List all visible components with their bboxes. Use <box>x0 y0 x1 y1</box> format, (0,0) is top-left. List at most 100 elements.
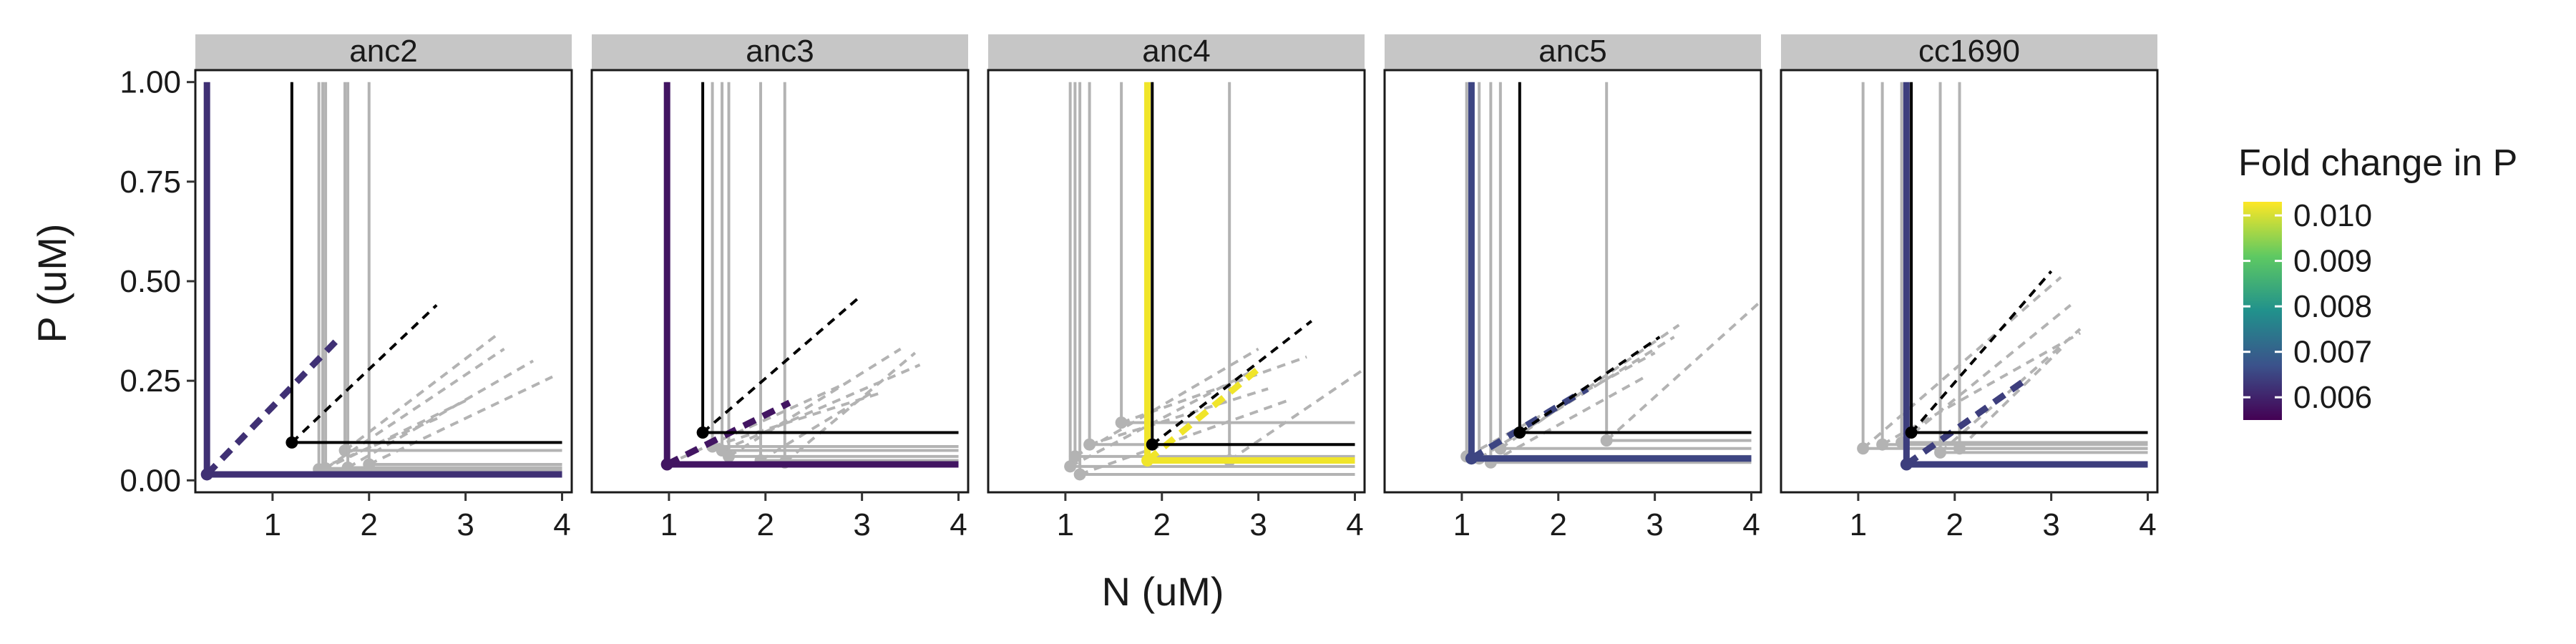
legend: Fold change in P 0.010 0.009 0.008 0.007 0.0… <box>2238 142 2517 420</box>
x-tick-label: 4 <box>1742 507 1760 542</box>
facet-strip <box>195 34 572 70</box>
x-axis: 1 2 3 4 <box>264 492 571 542</box>
gray-series-ray <box>1079 399 1288 476</box>
x-tick-label: 1 <box>660 507 678 542</box>
gray-series-point <box>1953 442 1966 455</box>
black-series-ray <box>701 298 859 434</box>
colored-series-ray <box>1470 386 1589 462</box>
x-tick-label: 3 <box>1249 507 1267 542</box>
panel-cc1690: cc1690 1 2 3 4 <box>1780 34 2159 542</box>
x-tick-label: 3 <box>1646 507 1663 542</box>
y-tick-label: 0.50 <box>119 264 181 299</box>
panel-lines <box>1064 82 1366 481</box>
x-tick-label: 4 <box>553 507 570 542</box>
gray-series-ray <box>368 375 553 466</box>
gray-series-point <box>1600 434 1613 447</box>
y-tick-label: 0.25 <box>119 364 181 399</box>
x-tick-label: 4 <box>950 507 967 542</box>
facet-strip <box>988 34 1365 70</box>
gray-series-point <box>341 461 354 474</box>
x-tick-label: 1 <box>1850 507 1867 542</box>
gray-series-ray <box>1862 275 2062 450</box>
gray-series-point <box>723 450 736 463</box>
panel-background <box>988 70 1365 492</box>
gray-series-ray <box>728 347 902 458</box>
black-series-ray <box>1518 336 1661 434</box>
x-axis-title: N (uM) <box>1101 569 1224 614</box>
y-tick-label: 0.75 <box>119 165 181 200</box>
panel-border <box>1780 69 2159 494</box>
black-series-ray <box>1910 270 2053 434</box>
gray-series-ray <box>1478 336 1675 460</box>
legend-colorbar <box>2243 202 2282 420</box>
gray-series-point <box>1064 460 1077 473</box>
black-series-point <box>1146 438 1158 451</box>
legend-tick-label: 0.010 <box>2293 198 2372 233</box>
facet-label: anc3 <box>746 34 814 69</box>
colored-series-point <box>660 458 673 471</box>
legend-tick-label: 0.006 <box>2293 380 2372 415</box>
x-tick-label: 4 <box>1346 507 1363 542</box>
legend-tick-label: 0.008 <box>2293 289 2372 324</box>
colored-series-point <box>1141 454 1154 467</box>
colored-series-ray <box>204 334 343 477</box>
panel-anc2: anc2 1 2 3 4 <box>194 34 573 542</box>
x-tick-label: 3 <box>457 507 474 542</box>
x-axis: 1 2 3 4 <box>1850 492 2157 542</box>
x-tick-label: 4 <box>2139 507 2156 542</box>
gray-series-ray <box>343 331 501 452</box>
x-tick-label: 3 <box>2042 507 2059 542</box>
facet-label: anc2 <box>349 34 417 69</box>
gray-series-ray <box>1901 303 2072 444</box>
black-series-point <box>286 436 298 449</box>
gray-series-ray <box>1229 367 1366 462</box>
x-tick-label: 2 <box>361 507 378 542</box>
panel-lines <box>1460 82 1762 469</box>
colored-series-point <box>200 468 213 481</box>
colored-series-point <box>1465 452 1478 465</box>
panel-lines <box>1857 82 2148 471</box>
x-tick-label: 2 <box>1946 507 1963 542</box>
black-series-ray <box>291 303 438 444</box>
panel-background <box>592 70 968 492</box>
panel-anc5: anc5 1 2 3 4 <box>1383 34 1762 542</box>
panels: anc2 1 2 3 4 anc3 1 2 3 4 anc4 1 2 3 4 anc5 1 2 3 4 cc1690 1 2… <box>119 34 2159 542</box>
facet-strip <box>592 34 968 70</box>
colored-series-ray <box>1904 376 2029 467</box>
x-tick-label: 1 <box>1453 507 1470 542</box>
gray-series-point <box>1073 468 1086 481</box>
y-axis: 0.00 0.25 0.50 0.75 1.00 <box>119 65 195 498</box>
facet-strip <box>1781 34 2157 70</box>
y-axis-title: P (uM) <box>29 224 74 343</box>
legend-tick-label: 0.007 <box>2293 335 2372 370</box>
facet-label: anc4 <box>1142 34 1210 69</box>
legend-tick-label: 0.009 <box>2293 244 2372 279</box>
gray-series-ray <box>759 391 873 462</box>
black-series-point <box>696 426 709 439</box>
gray-series-ray <box>721 364 921 452</box>
colored-series-point <box>1900 458 1913 471</box>
panel-lines <box>660 82 959 471</box>
x-axis: 1 2 3 4 <box>1057 492 1364 542</box>
gray-series-point <box>1115 416 1128 429</box>
gray-series-ray <box>1089 387 1269 447</box>
gray-series-ray <box>1605 300 1762 442</box>
facet-label: cc1690 <box>1918 34 2020 69</box>
x-tick-label: 2 <box>1153 507 1171 542</box>
gray-series-ray <box>1069 371 1250 468</box>
legend-title: Fold change in P <box>2238 142 2517 184</box>
gray-series-point <box>1068 450 1081 463</box>
panel-anc4: anc4 1 2 3 4 <box>987 34 1366 542</box>
gray-series-point <box>1083 438 1096 451</box>
panel-background <box>1385 70 1761 492</box>
x-tick-label: 3 <box>853 507 870 542</box>
gray-series-ray <box>324 347 505 470</box>
black-series-ray <box>1151 320 1313 446</box>
panel-lines <box>200 82 562 481</box>
facet-label: anc5 <box>1538 34 1606 69</box>
gray-series-ray <box>347 359 535 469</box>
x-tick-label: 1 <box>264 507 281 542</box>
facet-strip <box>1385 34 1761 70</box>
black-series-point <box>1513 426 1526 439</box>
